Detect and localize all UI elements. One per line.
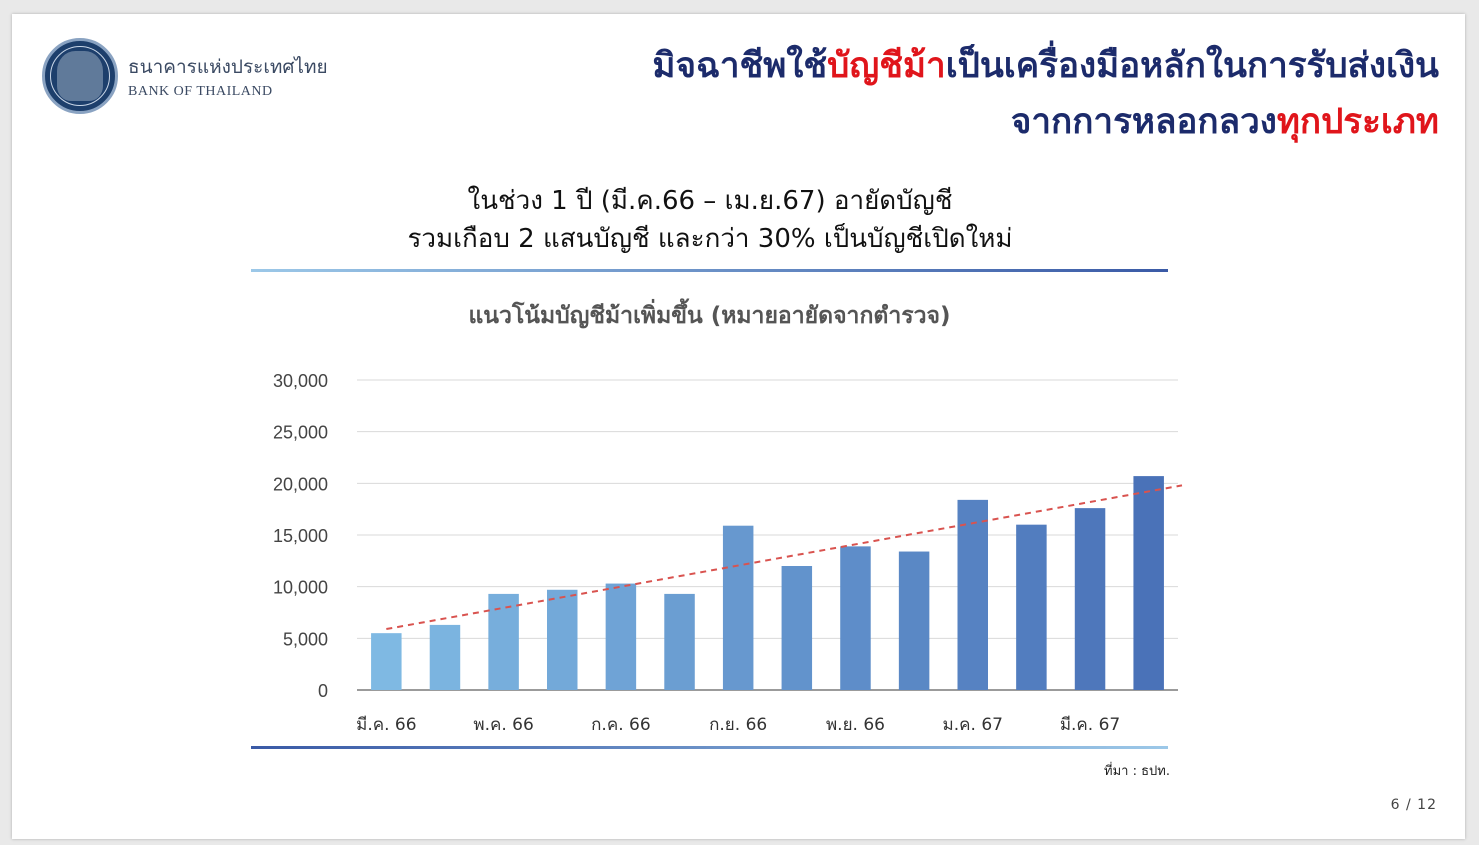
x-tick-label: พ.ย. 66 <box>826 715 885 735</box>
bar <box>605 583 637 690</box>
x-tick-label: มี.ค. 66 <box>356 715 416 735</box>
bottom-divider <box>251 746 1168 749</box>
x-tick-label: มี.ค. 67 <box>1060 715 1120 735</box>
bar <box>429 624 461 690</box>
y-tick-label: 0 <box>318 681 328 701</box>
x-tick-label: ก.ย. 66 <box>709 715 767 735</box>
bar <box>957 499 988 690</box>
y-tick-label: 15,000 <box>273 526 328 546</box>
bar <box>547 589 578 690</box>
bar <box>781 566 813 690</box>
page-number: 6 / 12 <box>1390 797 1437 813</box>
trend-line <box>386 484 1183 631</box>
slide-headline: มิจฉาชีพใช้บัญชีม้าเป็นเครื่องมือหลักในก… <box>652 38 1439 150</box>
logo-thai-name: ธนาคารแห่งประเทศไทย <box>128 56 328 78</box>
bar <box>722 525 754 690</box>
headline-line-1: มิจฉาชีพใช้บัญชีม้าเป็นเครื่องมือหลักในก… <box>652 46 1439 86</box>
subtitle-line-1: ในช่วง 1 ปี (มี.ค.66 – เม.ย.67) อายัดบัญ… <box>467 186 953 216</box>
headline-line-2: จากการหลอกลวงทุกประเภท <box>1010 102 1439 142</box>
bar <box>664 593 695 690</box>
bar <box>488 593 519 690</box>
y-tick-label: 25,000 <box>273 423 328 443</box>
bar <box>1133 476 1164 690</box>
y-tick-label: 20,000 <box>273 474 328 494</box>
bar <box>371 633 402 690</box>
subtitle-line-2: รวมเกือบ 2 แสนบัญชี และกว่า 30% เป็นบัญช… <box>407 224 1013 254</box>
slide-subtitle: ในช่วง 1 ปี (มี.ค.66 – เม.ย.67) อายัดบัญ… <box>250 182 1170 258</box>
bar <box>1074 508 1106 690</box>
logo-english-name: BANK OF THAILAND <box>128 84 273 99</box>
bar <box>898 551 930 690</box>
x-tick-label: พ.ค. 66 <box>473 715 533 735</box>
bank-of-thailand-logo: ธนาคารแห่งประเทศไทย BANK OF THAILAND <box>42 38 328 114</box>
slide <box>12 14 1465 839</box>
y-tick-label: 5,000 <box>283 629 328 649</box>
chart-title: แนวโน้มบัญชีม้าเพิ่มขึ้น (หมายอายัดจากตำ… <box>468 303 951 329</box>
bar <box>840 546 871 690</box>
y-tick-label: 30,000 <box>273 371 328 391</box>
y-tick-label: 10,000 <box>273 578 328 598</box>
x-tick-label: ก.ค. 66 <box>591 715 651 735</box>
source-note: ที่มา : ธปท. <box>1104 764 1170 779</box>
bank-seal-icon <box>42 38 118 114</box>
bar <box>1016 524 1047 690</box>
x-tick-label: ม.ค. 67 <box>943 715 1003 735</box>
top-divider <box>251 269 1168 272</box>
